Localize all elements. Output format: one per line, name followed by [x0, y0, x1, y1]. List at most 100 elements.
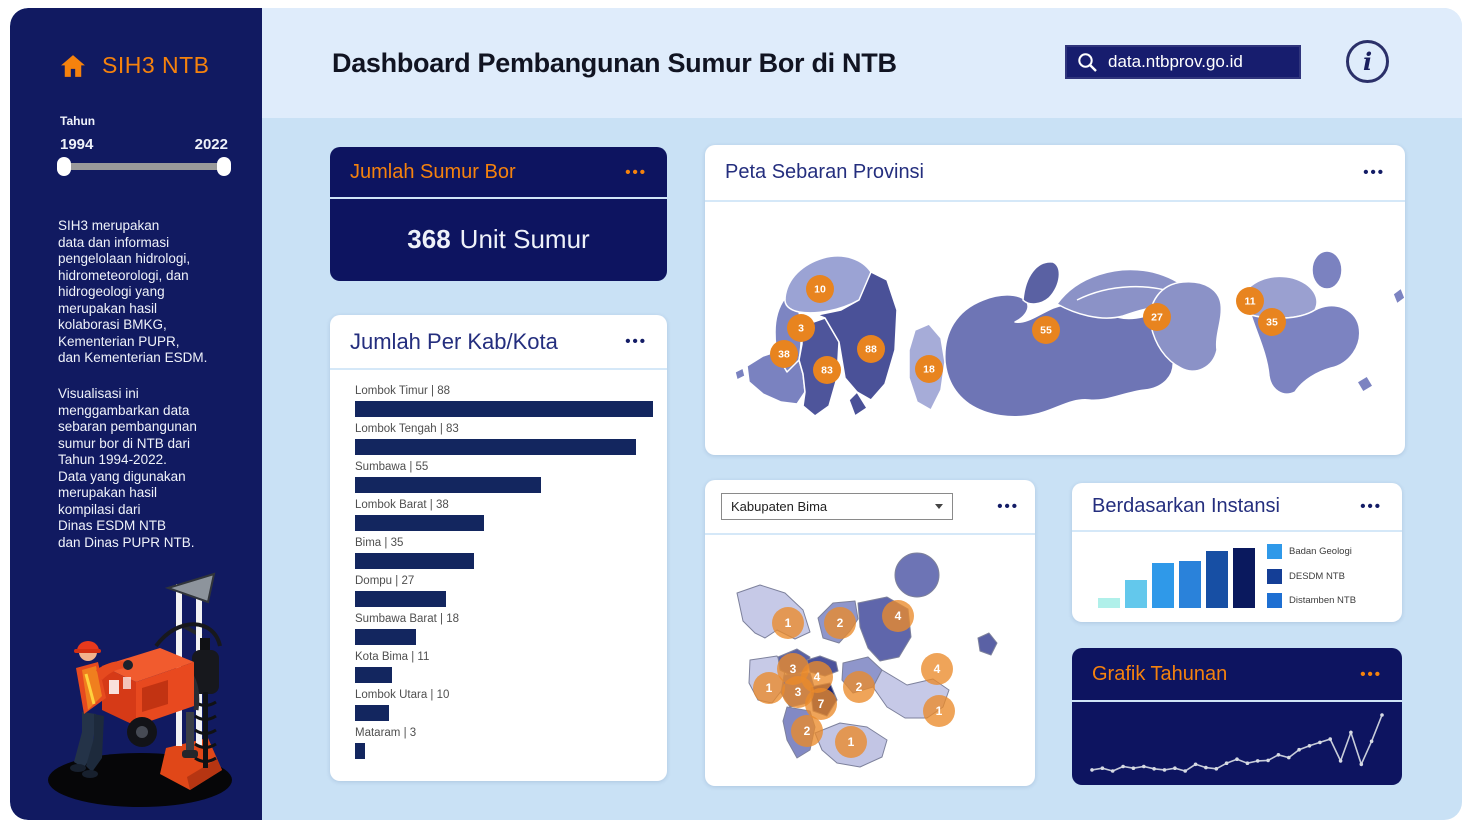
data-point — [1214, 767, 1219, 771]
yearly-line-chart[interactable] — [1084, 708, 1390, 778]
info-icon[interactable]: i — [1346, 40, 1389, 83]
map-bubble[interactable] — [772, 607, 804, 639]
data-point — [1328, 737, 1332, 741]
map-bubble[interactable] — [813, 356, 841, 384]
map-bubble[interactable] — [921, 653, 953, 685]
bar-label: Mataram | 3 — [355, 727, 417, 739]
instansi-bar-chart — [1098, 544, 1255, 608]
legend-swatch — [1267, 593, 1282, 608]
bar[interactable] — [355, 477, 542, 493]
bar[interactable] — [1233, 548, 1255, 608]
bar-label: Lombok Tengah | 83 — [355, 423, 459, 435]
more-options-icon[interactable]: ••• — [1363, 164, 1385, 181]
bar-label: Sumbawa | 55 — [355, 461, 429, 473]
bar[interactable] — [355, 401, 653, 417]
map-bubble[interactable] — [787, 314, 815, 342]
bar-label: Lombok Timur | 88 — [355, 385, 451, 397]
map-bubble[interactable] — [843, 671, 875, 703]
bar-row: Mataram | 3 — [355, 727, 653, 759]
map-bubble[interactable] — [1236, 287, 1264, 315]
map-bubble[interactable] — [882, 600, 914, 632]
bar[interactable] — [355, 553, 474, 569]
sumbawa-island — [908, 250, 1406, 418]
bar[interactable] — [355, 515, 484, 531]
data-point — [1380, 713, 1384, 717]
map-bubble-value: 2 — [804, 724, 811, 738]
more-options-icon[interactable]: ••• — [625, 333, 647, 350]
bar[interactable] — [1179, 561, 1201, 608]
map-bubble-value: 3 — [795, 685, 802, 699]
map-bubble-value: 1 — [848, 735, 855, 749]
sidebar-description-1: SIH3 merupakan data dan informasi pengel… — [58, 218, 208, 365]
card-berdasarkan-instansi: Berdasarkan Instansi ••• Badan Geologi DE… — [1072, 483, 1402, 622]
bar[interactable] — [1125, 580, 1147, 608]
more-options-icon[interactable]: ••• — [1360, 498, 1382, 515]
map-bubble[interactable] — [824, 607, 856, 639]
site-search[interactable]: data.ntbprov.go.id — [1065, 45, 1301, 79]
bar[interactable] — [1206, 551, 1228, 608]
map-bubble[interactable] — [915, 355, 943, 383]
bar[interactable] — [355, 439, 637, 455]
bar-label: Dompu | 27 — [355, 575, 415, 587]
slider-handle-min[interactable] — [57, 157, 71, 176]
map-bubble[interactable] — [806, 275, 834, 303]
data-point — [1110, 769, 1115, 773]
data-point — [1349, 730, 1353, 735]
year-range-slider[interactable] — [57, 157, 231, 176]
bar[interactable] — [355, 629, 416, 645]
legend-item[interactable]: Distamben NTB — [1267, 593, 1356, 608]
data-point — [1359, 762, 1364, 767]
kabupaten-dropdown[interactable]: Kabupaten Bima — [721, 493, 953, 520]
chevron-down-icon — [935, 504, 943, 509]
data-point — [1131, 766, 1136, 770]
kabkota-bar-chart: Lombok Timur | 88 Lombok Tengah | 83 Sumba… — [330, 370, 667, 759]
map-bubble[interactable] — [770, 340, 798, 368]
map-bubble-value: 4 — [934, 662, 941, 676]
bar[interactable] — [355, 667, 393, 683]
bar[interactable] — [355, 591, 447, 607]
legend-label: Badan Geologi — [1289, 546, 1352, 557]
slider-handle-max[interactable] — [217, 157, 231, 176]
kabupaten-dropdown-value: Kabupaten Bima — [731, 499, 828, 514]
data-point — [1193, 762, 1198, 767]
legend-item[interactable]: DESDM NTB — [1267, 568, 1356, 584]
bar-label: Sumbawa Barat | 18 — [355, 613, 459, 625]
data-point — [1142, 764, 1146, 769]
map-bubble[interactable] — [791, 715, 823, 747]
map-bubble[interactable] — [835, 726, 867, 758]
bar[interactable] — [355, 705, 389, 721]
map-bubble[interactable] — [753, 672, 785, 704]
more-options-icon[interactable]: ••• — [997, 498, 1019, 515]
more-options-icon[interactable]: ••• — [1360, 665, 1382, 683]
map-bubble[interactable] — [1032, 316, 1060, 344]
bar[interactable] — [1152, 563, 1174, 608]
sidebar-description-2: Visualisasi ini menggambarkan data sebar… — [58, 386, 197, 550]
map-bubble-value: 1 — [785, 616, 792, 630]
map-bubble[interactable] — [1258, 308, 1286, 336]
map-bubble-value: 35 — [1266, 317, 1278, 329]
card-peta-sebaran-provinsi: Peta Sebaran Provinsi ••• — [705, 145, 1406, 455]
more-options-icon[interactable]: ••• — [625, 163, 647, 181]
search-text: data.ntbprov.go.id — [1108, 52, 1243, 71]
card-jumlah-sumur-bor: Jumlah Sumur Bor ••• 368 Unit Sumur — [330, 147, 667, 281]
data-point — [1266, 758, 1270, 763]
map-bubble-value: 2 — [856, 680, 863, 694]
map-bubble[interactable] — [857, 335, 885, 363]
data-point — [1173, 766, 1177, 770]
ntb-province-map[interactable]: 10 3 38 83 88 18 55 27 11 35 — [705, 202, 1406, 447]
bar[interactable] — [355, 743, 366, 759]
data-point — [1224, 761, 1229, 765]
card-grafik-tahunan: Grafik Tahunan ••• — [1072, 648, 1402, 785]
map-bubble[interactable] — [923, 695, 955, 727]
map-bubble-value: 4 — [895, 609, 902, 623]
bar[interactable] — [1098, 598, 1120, 608]
slider-min-year: 1994 — [60, 136, 94, 153]
home-icon[interactable] — [60, 54, 86, 78]
map-bubble[interactable] — [805, 688, 837, 720]
map-bubble-value: 7 — [818, 697, 825, 711]
total-wells-value: 368 Unit Sumur — [407, 223, 590, 254]
legend-item[interactable]: Badan Geologi — [1267, 544, 1356, 559]
map-bubble[interactable] — [1143, 303, 1171, 331]
